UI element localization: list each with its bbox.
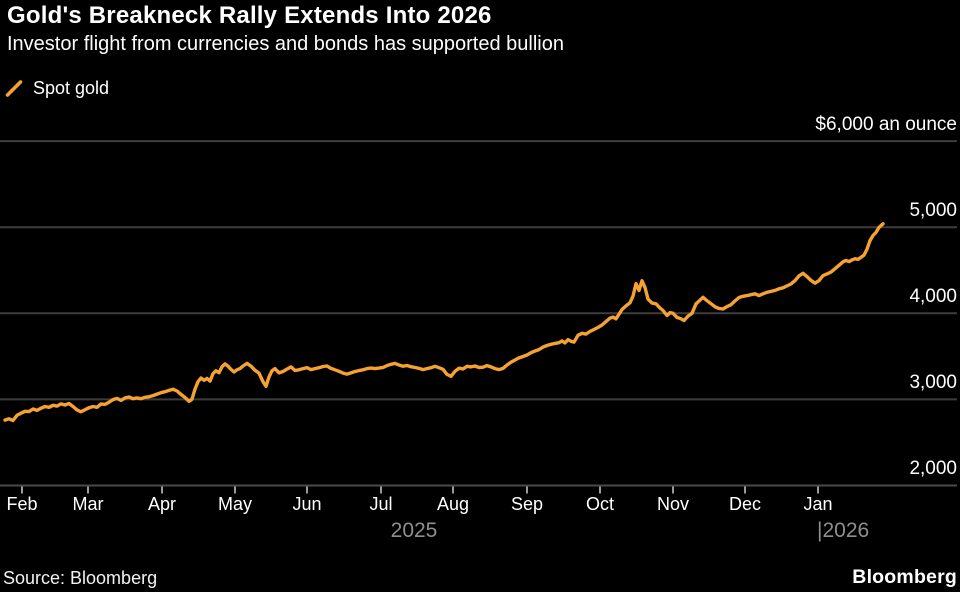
x-axis-label-nov: Nov — [656, 494, 689, 514]
year-label-2026: |2026 — [817, 519, 870, 542]
x-axis-label-jul: Jul — [369, 494, 393, 514]
x-axis-label-apr: Apr — [147, 494, 176, 514]
x-axis-label-aug: Aug — [436, 494, 470, 514]
y-axis-label-3000: 3,000 — [909, 372, 957, 393]
chart-subtitle: Investor flight from currencies and bond… — [7, 33, 564, 55]
x-axis-label-jan: Jan — [803, 494, 833, 514]
y-axis-label-4000: 4,000 — [909, 286, 957, 307]
legend: Spot gold — [5, 78, 109, 99]
x-axis-label-dec: Dec — [728, 494, 761, 514]
legend-label-spot-gold: Spot gold — [33, 78, 110, 98]
x-axis-label-mar: Mar — [72, 494, 104, 514]
bloomberg-logo: Bloomberg — [852, 566, 957, 588]
x-axis-label-may: May — [217, 494, 252, 514]
source-attribution: Source: Bloomberg — [3, 568, 158, 588]
y-axis-label-6000: $6,000 an ounce — [815, 114, 957, 135]
page-title: Gold's Breakneck Rally Extends Into 2026 — [7, 2, 492, 29]
spot-gold-line-marker-icon — [5, 80, 23, 97]
year-label-2025: 2025 — [390, 519, 438, 542]
x-axis-label-jun: Jun — [292, 494, 322, 514]
x-axis-label-sep: Sep — [510, 494, 544, 514]
x-axis-label-feb: Feb — [6, 494, 38, 514]
y-axis-label-2000: 2,000 — [909, 458, 957, 479]
x-axis-label-oct: Oct — [585, 494, 614, 514]
y-axis-label-5000: 5,000 — [909, 200, 957, 221]
